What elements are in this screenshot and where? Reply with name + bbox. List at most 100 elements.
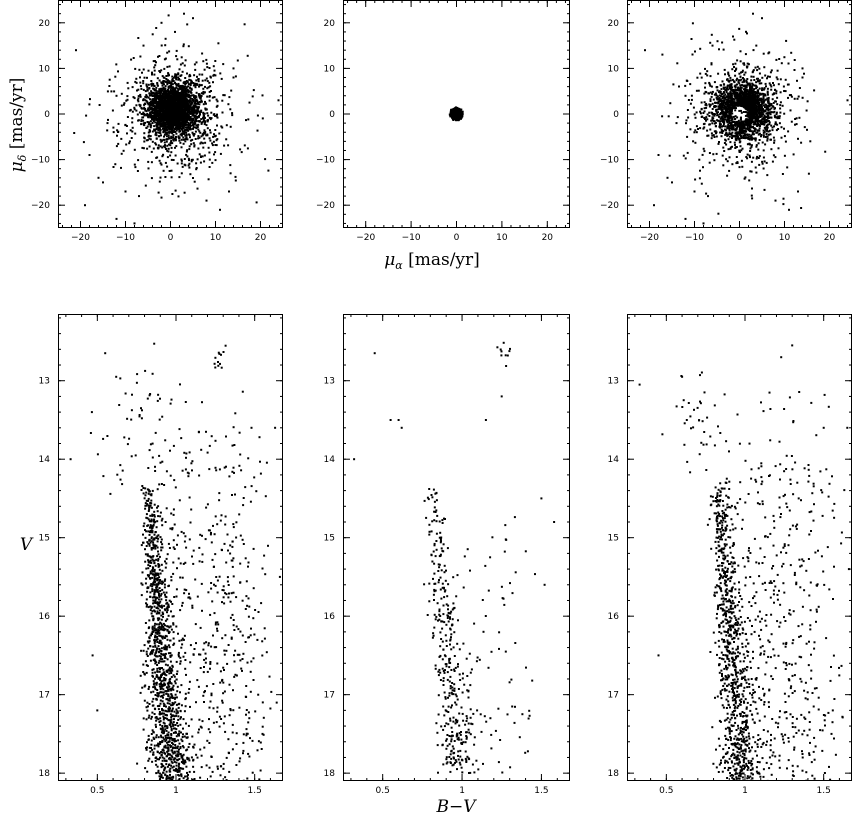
data-point: [750, 95, 753, 98]
data-point: [181, 88, 184, 91]
data-point: [124, 190, 127, 193]
data-point: [205, 124, 208, 127]
data-point: [148, 106, 151, 109]
data-point: [766, 77, 768, 80]
data-point: [162, 127, 165, 130]
data-point: [183, 93, 186, 96]
data-point: [200, 135, 203, 138]
data-point: [157, 123, 160, 126]
data-point: [197, 128, 200, 131]
data-point: [449, 113, 452, 116]
data-point: [153, 125, 156, 128]
data-point: [214, 144, 217, 146]
data-point: [177, 82, 180, 85]
data-point: [181, 70, 184, 73]
data-point: [146, 113, 149, 116]
data-point: [177, 73, 180, 76]
data-point: [120, 104, 123, 107]
data-point: [146, 147, 149, 150]
data-point: [168, 124, 171, 127]
data-point: [172, 103, 175, 106]
data-point: [773, 125, 775, 128]
data-point: [168, 93, 171, 96]
data-point: [200, 99, 203, 102]
data-point: [157, 92, 160, 95]
data-point: [221, 111, 224, 114]
data-point: [719, 131, 722, 134]
data-point: [193, 109, 196, 112]
data-point: [158, 70, 161, 72]
data-point: [208, 166, 211, 168]
data-point: [204, 131, 207, 133]
data-point: [460, 114, 463, 117]
data-point: [728, 108, 731, 111]
data-point: [173, 120, 176, 123]
data-point: [196, 102, 199, 104]
data-point: [184, 138, 187, 141]
data-point: [746, 136, 749, 139]
data-point: [147, 135, 150, 138]
data-point: [150, 106, 153, 109]
data-point: [220, 77, 223, 80]
data-point: [730, 98, 733, 101]
data-point: [150, 90, 153, 93]
data-point: [734, 89, 737, 92]
data-point: [456, 110, 459, 113]
data-point: [131, 117, 134, 120]
data-point: [183, 191, 186, 194]
data-point: [191, 131, 194, 134]
data-point: [765, 108, 768, 111]
data-point: [125, 143, 128, 146]
data-point: [165, 131, 167, 134]
data-point: [184, 140, 187, 143]
data-point: [460, 112, 463, 115]
data-point: [196, 125, 199, 128]
data-point: [215, 98, 218, 101]
data-point: [201, 142, 204, 145]
data-point: [174, 87, 177, 90]
data-point: [174, 101, 177, 104]
data-point: [178, 119, 181, 122]
data-point: [175, 135, 177, 138]
data-point: [750, 99, 752, 102]
data-point: [162, 138, 165, 141]
data-point: [766, 93, 769, 96]
data-point: [155, 131, 158, 134]
data-point: [256, 129, 259, 132]
data-point: [167, 136, 170, 139]
data-point: [158, 104, 161, 107]
data-point: [188, 128, 191, 131]
data-point: [177, 84, 180, 87]
data-point: [143, 113, 145, 115]
data-point: [756, 102, 759, 105]
data-point: [158, 105, 161, 108]
data-point: [188, 78, 191, 81]
data-point: [170, 158, 173, 161]
data-point: [711, 112, 714, 114]
data-point: [185, 92, 188, 95]
data-point: [159, 124, 162, 127]
data-point: [113, 90, 116, 93]
data-point: [225, 124, 228, 127]
data-point: [111, 109, 114, 112]
data-point: [135, 104, 138, 107]
data-point: [202, 90, 205, 93]
data-point: [151, 107, 153, 110]
data-point: [758, 67, 761, 70]
data-point: [762, 93, 765, 96]
data-point: [725, 110, 728, 112]
data-point: [211, 96, 214, 99]
data-point: [720, 95, 723, 98]
data-point: [729, 141, 732, 144]
data-point: [749, 86, 751, 89]
data-point: [195, 102, 198, 105]
data-point: [117, 131, 119, 133]
data-point: [181, 165, 184, 168]
data-point: [738, 149, 741, 152]
data-point: [178, 104, 181, 107]
data-point: [180, 123, 183, 126]
data-point: [175, 109, 178, 111]
data-point: [177, 92, 180, 95]
data-point: [144, 95, 147, 98]
